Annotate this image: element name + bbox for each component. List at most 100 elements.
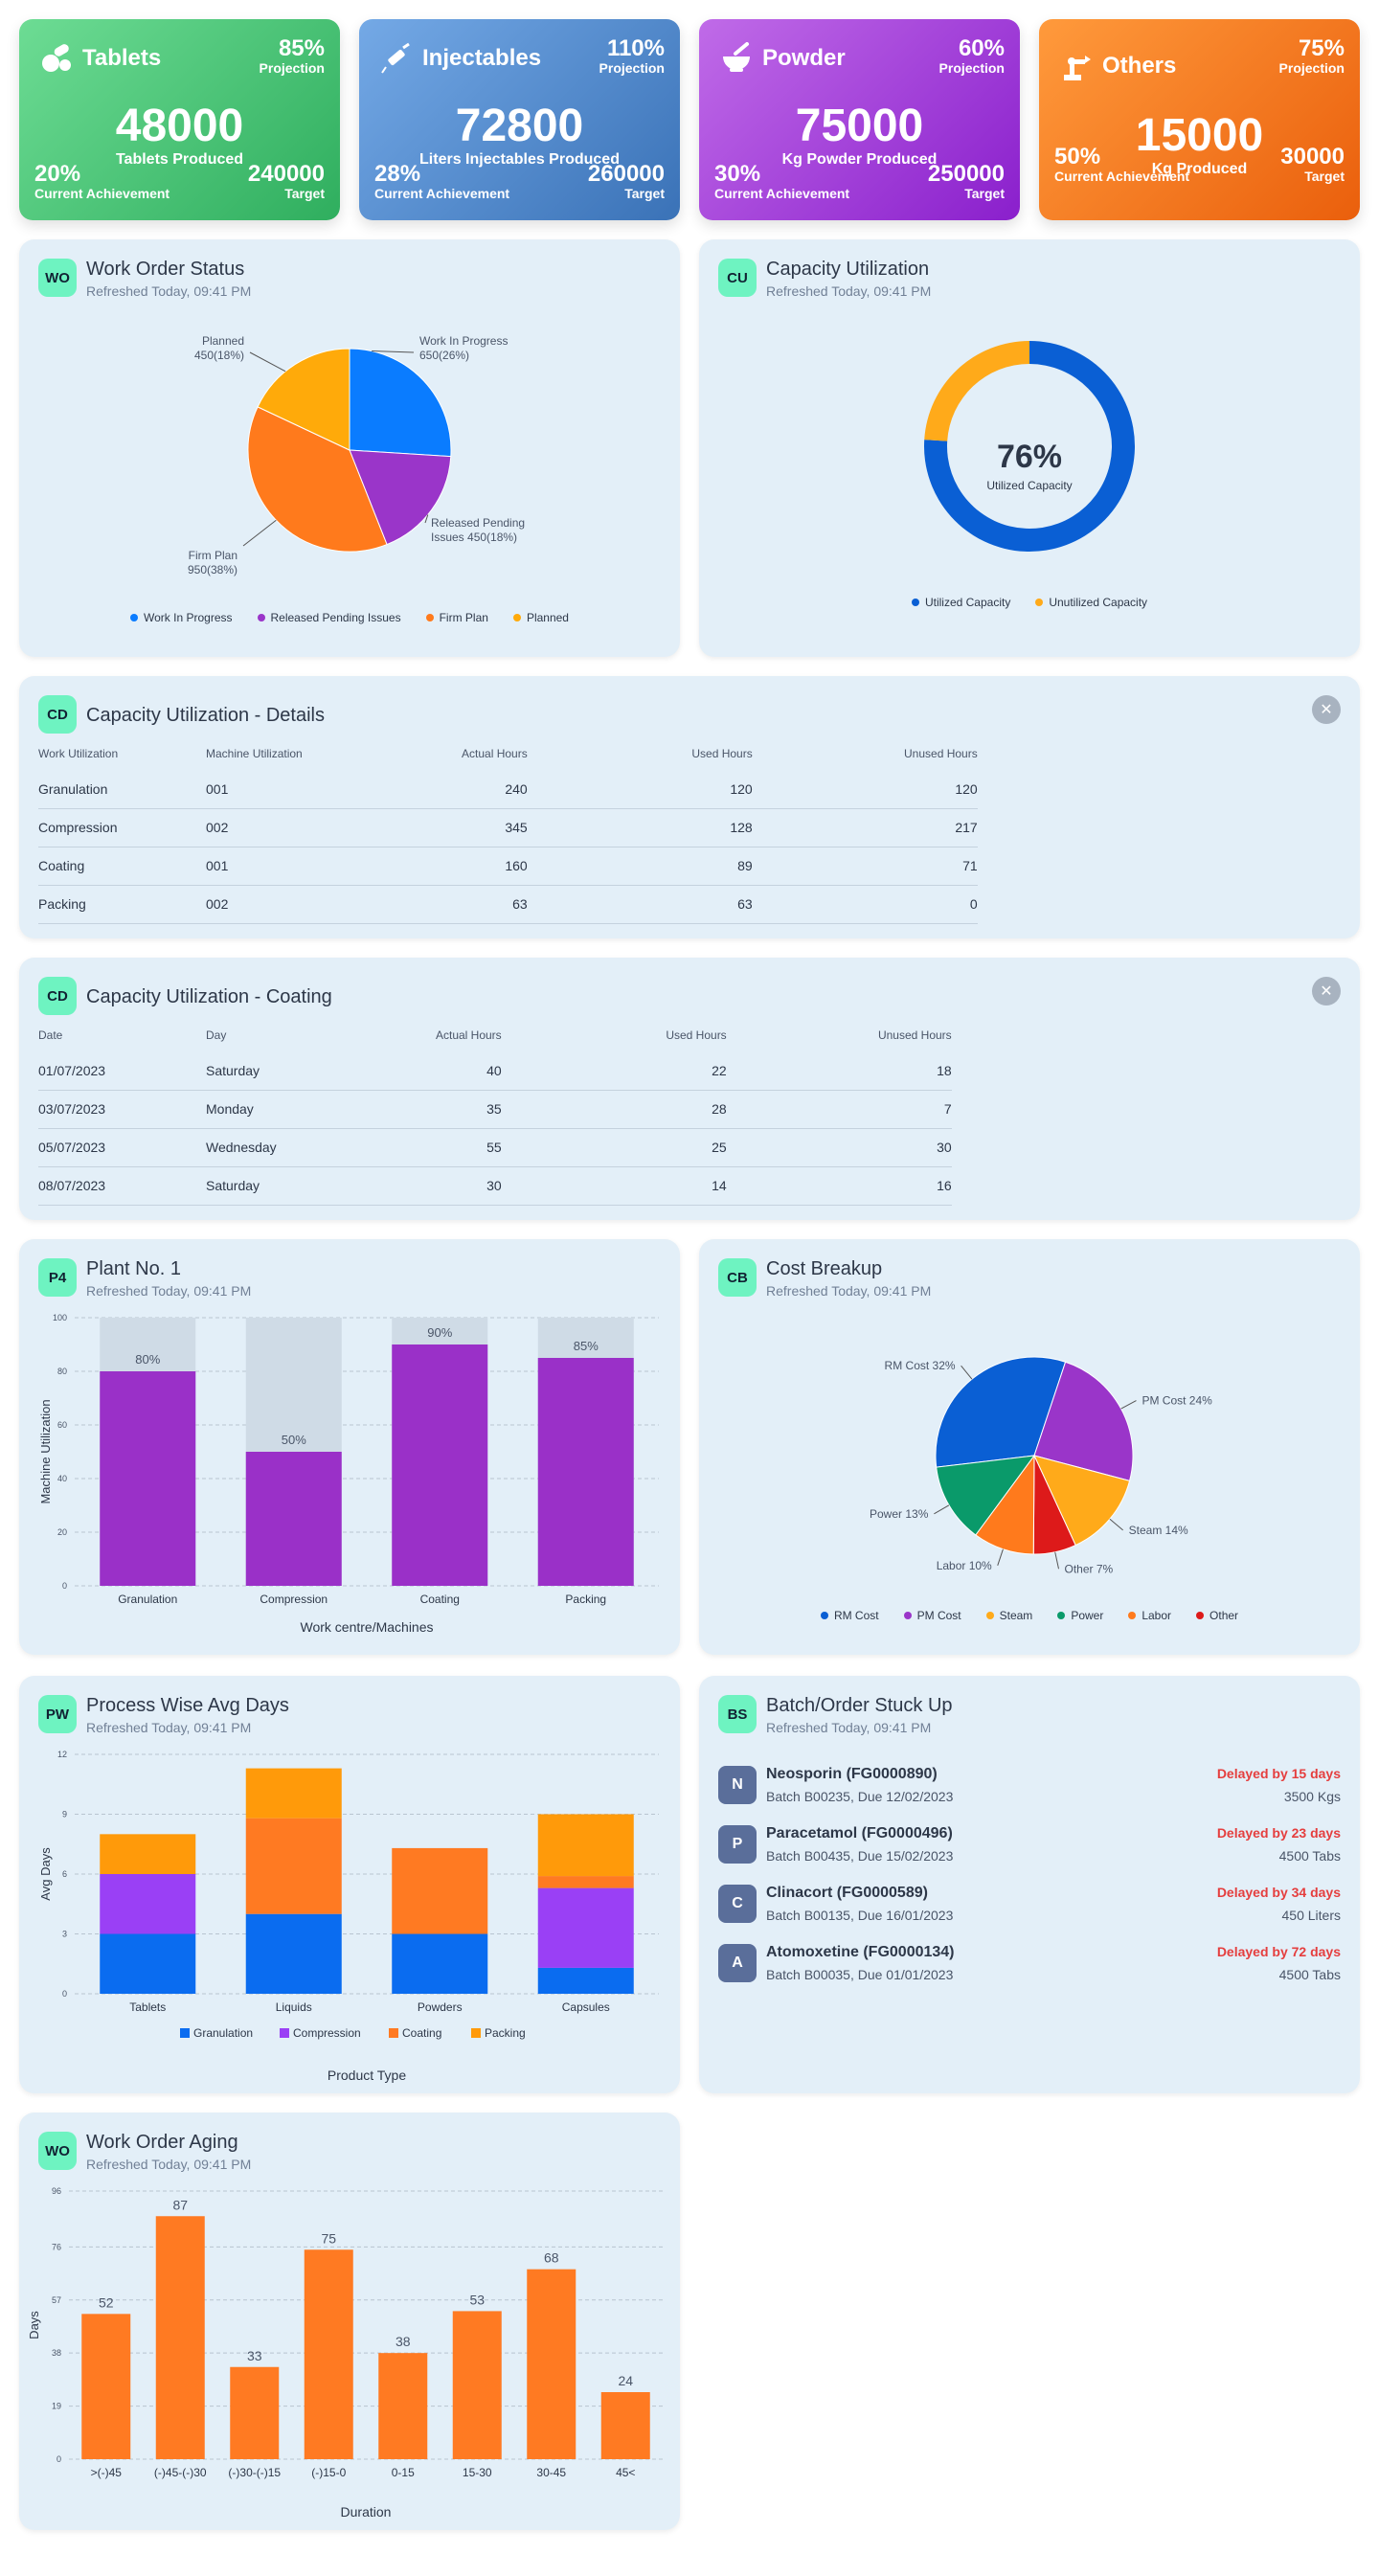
legend-swatch [911,599,919,606]
table-row[interactable]: 01/07/2023 Saturday 40 22 18 [38,1051,952,1091]
pie-slice-power[interactable] [936,1455,1036,1536]
bar-aging[interactable] [155,2216,205,2459]
table-row[interactable]: Packing 002 63 63 0 [38,885,978,924]
card-badge: CD [38,977,77,1015]
legend-item[interactable]: Utilized Capacity [911,596,1010,609]
legend-swatch [257,614,265,621]
table-row[interactable]: Coating 001 160 89 71 [38,847,978,886]
pie-slice-released-pending-issues[interactable] [349,449,452,546]
stacked-bar-segment-coating[interactable] [245,1818,342,1914]
stacked-bar-segment-packing[interactable] [537,1814,634,1877]
legend-label: Packing [485,2026,526,2040]
kpi-projection: 110% Projection [599,35,665,77]
bar-packing[interactable] [537,1358,634,1586]
batch-list-item[interactable]: P Paracetamol (FG0000496) Batch B00435, Du… [718,1823,1341,1871]
legend-item[interactable]: Unutilized Capacity [1035,596,1147,609]
legend-item[interactable]: Packing [471,2026,526,2040]
pie-slice-pm-cost[interactable] [1033,1361,1134,1481]
bar-aging[interactable] [452,2311,502,2459]
legend-item[interactable]: Compression [280,2026,361,2040]
pie-label-leader [997,1548,1004,1566]
x-tick-label: 30-45 [536,2466,566,2479]
batch-list-item[interactable]: A Atomoxetine (FG0000134) Batch B00035, Du… [718,1942,1341,1990]
bar-aging[interactable] [81,2314,131,2459]
batch-sub: Batch B00035, Due 01/01/2023 [766,1967,954,1982]
table-row[interactable]: Granulation 001 240 120 120 [38,770,978,809]
kpi-card-tablets[interactable]: Tablets 85% Projection 48000 Tablets Produce… [19,19,340,220]
stacked-bar-segment-coating[interactable] [537,1876,634,1888]
close-icon[interactable]: ✕ [1312,695,1341,724]
legend-item[interactable]: RM Cost [820,1609,879,1622]
plant-utilization-chart: 0 20 40 60 80 100 Machine Utilization Work cent… [38,1313,659,1635]
table-row[interactable]: Compression 002 345 128 217 [38,808,978,847]
table-cell: 120 [527,770,753,809]
legend-item[interactable]: Coating [389,2026,441,2040]
bar-aging[interactable] [378,2353,428,2459]
batch-sub: Batch B00435, Due 15/02/2023 [766,1848,954,1864]
kpi-card-others[interactable]: Others 75% Projection 15000 Kg Produced 50% Cu… [1039,19,1360,220]
batch-list-item[interactable]: N Neosporin (FG0000890) Batch B00235, Due … [718,1764,1341,1812]
pie-slice-work-in-progress[interactable] [349,348,452,458]
bar-coating[interactable] [392,1344,488,1586]
syringe-icon [380,42,413,75]
bar-compression[interactable] [245,1452,342,1586]
table-row[interactable]: 05/07/2023 Wednesday 55 25 30 [38,1128,952,1167]
stacked-bar-segment-packing[interactable] [100,1834,196,1874]
pie-slice-steam[interactable] [1033,1455,1131,1547]
bar-granulation[interactable] [100,1371,196,1586]
capacity-coating-table: Date Day Actual Hours Used Hours Unused Hour… [38,1028,952,1206]
legend-item[interactable]: Other [1196,1609,1238,1622]
stacked-bar-segment-compression[interactable] [100,1874,196,1934]
table-cell: Granulation [38,770,206,809]
batch-list-item[interactable]: C Clinacort (FG0000589) Batch B00135, Due … [718,1883,1341,1931]
close-icon[interactable]: ✕ [1312,977,1341,1006]
pie-slice-unutilized-capacity[interactable] [924,341,1029,441]
pie-slice-rm-cost[interactable] [935,1356,1067,1468]
legend-item[interactable]: Released Pending Issues [257,611,401,624]
card-title: Process Wise Avg Days [86,1695,289,1716]
legend-item[interactable]: Labor [1128,1609,1171,1622]
kpi-card-powder[interactable]: Powder 60% Projection 75000 Kg Powder Produc… [699,19,1020,220]
table-row[interactable]: 03/07/2023 Monday 35 28 7 [38,1090,952,1129]
bar-data-label: 52 [99,2294,114,2310]
pie-slice-planned[interactable] [257,348,350,451]
legend-swatch [1035,599,1044,606]
pie-label-value: 650(26%) [419,349,469,362]
table-row[interactable]: 08/07/2023 Saturday 30 14 16 [38,1166,952,1206]
bar-aging[interactable] [527,2269,576,2459]
stacked-bar-segment-coating[interactable] [392,1847,488,1934]
legend-item[interactable]: Power [1057,1609,1103,1622]
column-header: Used Hours [666,1028,727,1042]
kpi-card-injectables[interactable]: Injectables 110% Projection 72800 Liters Inj… [359,19,680,220]
stacked-bar-segment-granulation[interactable] [392,1933,488,1995]
legend-swatch [130,614,139,621]
legend-item[interactable]: Planned [512,611,569,624]
stacked-bar-segment-granulation[interactable] [245,1913,342,1994]
bar-aging[interactable] [304,2249,353,2459]
column-header: Date [38,1028,63,1042]
legend-item[interactable]: Steam [985,1609,1032,1622]
stacked-bar-segment-packing[interactable] [245,1768,342,1819]
bar-aging[interactable] [600,2392,650,2459]
legend-swatch [1128,1612,1137,1619]
stacked-bar-segment-granulation[interactable] [537,1967,634,1994]
cost-breakup-card: CB Cost Breakup Refreshed Today, 09:41 P… [699,1239,1360,1655]
table-cell: 217 [752,808,978,847]
legend-item[interactable]: Firm Plan [425,611,488,624]
bar-aging[interactable] [230,2366,280,2459]
legend-item[interactable]: Work In Progress [130,611,233,624]
legend-item[interactable]: PM Cost [903,1609,961,1622]
kpi-projection: 60% Projection [938,35,1005,77]
legend-swatch [512,614,521,621]
table-cell: 14 [501,1166,727,1206]
x-tick-label: (-)15-0 [311,2466,346,2479]
stacked-bar-segment-granulation[interactable] [100,1933,196,1995]
stacked-bar-segment-compression[interactable] [537,1887,634,1968]
legend-item[interactable]: Granulation [180,2026,253,2040]
y-tick-label: 3 [62,1930,67,1939]
card-title: Cost Breakup [766,1258,883,1279]
y-tick-label: 19 [52,2402,61,2411]
pie-slice-firm-plan[interactable] [247,406,388,553]
kpi-value-label: Kg Powder Produced [781,151,938,168]
pie-label-value: 950(38%) [188,563,237,576]
